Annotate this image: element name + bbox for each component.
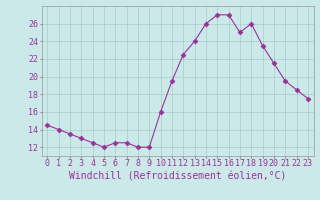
X-axis label: Windchill (Refroidissement éolien,°C): Windchill (Refroidissement éolien,°C): [69, 171, 286, 181]
